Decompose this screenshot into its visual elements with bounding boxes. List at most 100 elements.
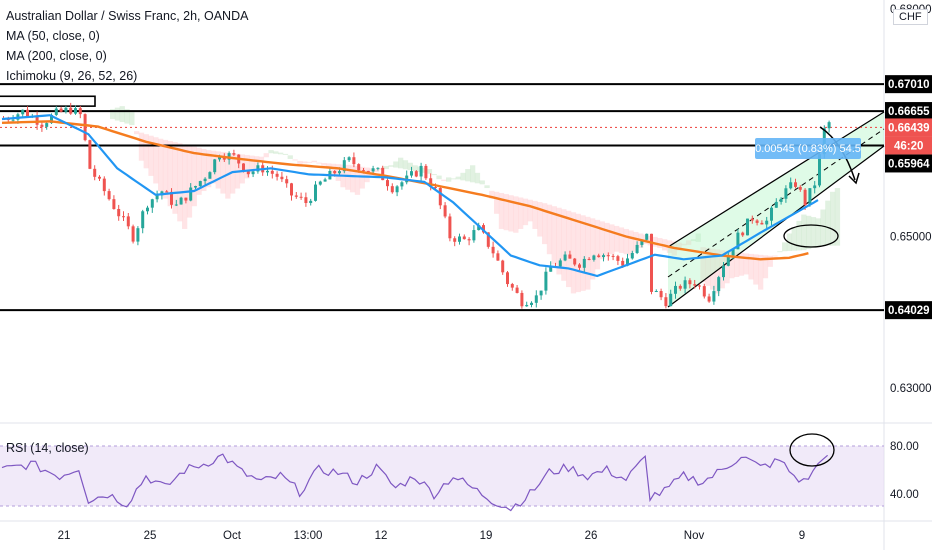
candle-body	[78, 108, 82, 115]
cloud-segment	[446, 177, 452, 182]
candle-body	[726, 255, 730, 266]
candle-body	[626, 258, 629, 266]
cloud-segment	[450, 178, 457, 180]
cloud-segment	[537, 202, 543, 237]
candle-body	[501, 260, 505, 273]
cloud-segment	[758, 254, 764, 290]
candle-body	[669, 293, 673, 307]
measure-text: 0.00545 (0.83%) 54.5	[755, 143, 861, 155]
cloud-segment	[455, 176, 461, 180]
candle-body	[530, 302, 533, 305]
candle-body	[194, 186, 197, 188]
candle-body	[246, 171, 250, 175]
candle-body	[678, 285, 682, 289]
candle-body	[688, 280, 692, 285]
candle-body	[784, 188, 788, 199]
candle-body	[659, 291, 663, 298]
cloud-segment	[297, 160, 303, 165]
candle-body	[98, 176, 101, 179]
candle-body	[54, 108, 58, 115]
cloud-segment	[714, 249, 721, 294]
candle-body	[558, 260, 562, 267]
candle-body	[640, 239, 644, 245]
candle-body	[256, 165, 260, 172]
candle-body	[472, 230, 476, 241]
cloud-segment	[177, 143, 183, 222]
cloud-segment	[369, 168, 375, 176]
candle-body	[717, 277, 721, 292]
currency-button[interactable]: CHF	[893, 9, 928, 25]
legend-ma200: MA (200, close, 0)	[6, 49, 107, 63]
candle-body	[136, 228, 140, 242]
candle-body	[6, 119, 10, 121]
cloud-segment	[287, 155, 293, 159]
cloud-segment	[441, 179, 447, 182]
price-tag-label: 0.64029	[888, 305, 930, 317]
rsi-tick-label: 80.00	[890, 441, 919, 453]
candle-body	[93, 168, 97, 177]
price-tag-label: 0.67010	[888, 79, 930, 91]
cloud-segment	[143, 134, 149, 169]
candle-body	[333, 171, 337, 174]
time-tick-label: 26	[585, 530, 598, 542]
cloud-segment	[556, 207, 562, 275]
candle-body	[760, 222, 764, 225]
cloud-segment	[743, 253, 749, 275]
candle-body	[510, 284, 514, 288]
cloud-segment	[316, 162, 322, 164]
candle-body	[251, 171, 255, 175]
cloud-segment	[431, 174, 437, 176]
cloud-segment	[628, 230, 634, 256]
cloud-segment	[254, 156, 260, 169]
candle-body	[794, 182, 797, 187]
cloud-segment	[767, 255, 773, 267]
candle-body	[59, 108, 63, 112]
candle-body	[664, 297, 668, 307]
candle-body	[314, 184, 317, 201]
cloud-segment	[182, 144, 188, 229]
cloud-segment	[705, 247, 711, 286]
cloud-segment	[614, 225, 620, 252]
candle-body	[270, 170, 274, 174]
cloud-segment	[249, 155, 255, 174]
cloud-segment	[542, 203, 548, 245]
candle-body	[410, 171, 413, 176]
candle-body	[390, 186, 394, 193]
candle-body	[712, 291, 716, 302]
candle-body	[482, 225, 485, 233]
candle-body	[366, 170, 370, 172]
candle-body	[174, 204, 178, 206]
candle-body	[232, 153, 236, 155]
cloud-segment	[753, 254, 759, 285]
candle-body	[299, 196, 303, 198]
candle-body	[693, 284, 697, 286]
price-tag-3	[885, 154, 932, 173]
candle-body	[352, 157, 356, 165]
cloud-segment	[282, 153, 289, 155]
measure-box	[755, 138, 861, 159]
candle-body	[458, 236, 461, 242]
cloud-segment	[508, 195, 514, 232]
candle-body	[534, 295, 538, 303]
cloud-segment	[470, 165, 476, 183]
cloud-segment	[527, 199, 533, 222]
cloud-segment	[532, 200, 538, 229]
candle-body	[45, 123, 49, 127]
candle-body	[486, 232, 490, 247]
time-tick-label: Nov	[684, 530, 705, 542]
projection-arrowhead	[848, 172, 860, 185]
candle-body	[131, 226, 135, 242]
cloud-segment	[186, 145, 193, 218]
cloud-segment	[220, 151, 226, 194]
cloud-segment	[215, 151, 221, 189]
price-tag-1	[885, 102, 932, 121]
cloud-segment	[806, 215, 812, 250]
ma50-line	[1, 114, 819, 278]
candle-body	[434, 187, 437, 189]
candle-body	[611, 255, 615, 257]
legend-ichimoku: Ichimoku (9, 26, 52, 26)	[6, 69, 138, 83]
candle-body	[803, 189, 807, 206]
candle-body	[582, 258, 586, 268]
candle-body	[702, 286, 706, 297]
